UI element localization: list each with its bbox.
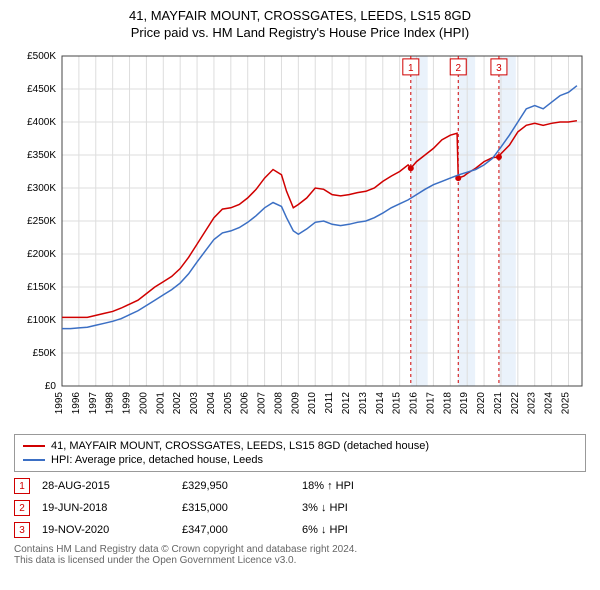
svg-text:2008: 2008 bbox=[273, 392, 284, 415]
svg-text:2017: 2017 bbox=[425, 392, 436, 415]
svg-text:2000: 2000 bbox=[138, 392, 149, 415]
svg-text:2015: 2015 bbox=[392, 392, 403, 415]
svg-text:2021: 2021 bbox=[493, 392, 504, 415]
svg-text:2012: 2012 bbox=[341, 392, 352, 415]
svg-text:£0: £0 bbox=[45, 381, 57, 392]
footer-line2: This data is licensed under the Open Gov… bbox=[14, 555, 586, 566]
svg-text:2020: 2020 bbox=[476, 392, 487, 415]
legend: 41, MAYFAIR MOUNT, CROSSGATES, LEEDS, LS… bbox=[14, 434, 586, 472]
svg-text:£200K: £200K bbox=[27, 249, 56, 260]
tx-delta-1: 18% ↑ HPI bbox=[302, 480, 442, 492]
chart-svg: £0 £50K £100K £150K £200K £250K £300K £350K £400… bbox=[10, 46, 590, 426]
legend-swatch-hpi bbox=[23, 459, 45, 461]
svg-text:2006: 2006 bbox=[240, 392, 251, 415]
svg-text:£450K: £450K bbox=[27, 84, 56, 95]
tx-price-1: £329,950 bbox=[182, 480, 302, 492]
tx-delta-3: 6% ↓ HPI bbox=[302, 524, 442, 536]
svg-text:£300K: £300K bbox=[27, 183, 56, 194]
tx-marker-1: 1 bbox=[14, 478, 30, 494]
svg-text:£350K: £350K bbox=[27, 150, 56, 161]
svg-text:1999: 1999 bbox=[122, 392, 133, 415]
svg-text:2025: 2025 bbox=[560, 392, 571, 415]
svg-text:£50K: £50K bbox=[33, 348, 57, 359]
svg-text:2018: 2018 bbox=[442, 392, 453, 415]
svg-text:2019: 2019 bbox=[459, 392, 470, 415]
tx-price-2: £315,000 bbox=[182, 502, 302, 514]
svg-text:£500K: £500K bbox=[27, 51, 56, 62]
legend-row-property: 41, MAYFAIR MOUNT, CROSSGATES, LEEDS, LS… bbox=[23, 439, 577, 453]
svg-text:2004: 2004 bbox=[206, 392, 217, 415]
svg-text:£100K: £100K bbox=[27, 315, 56, 326]
svg-text:1995: 1995 bbox=[54, 392, 65, 415]
svg-text:1998: 1998 bbox=[105, 392, 116, 415]
svg-text:£400K: £400K bbox=[27, 117, 56, 128]
svg-text:1: 1 bbox=[408, 63, 414, 74]
svg-text:2005: 2005 bbox=[223, 392, 234, 415]
svg-text:3: 3 bbox=[496, 63, 502, 74]
svg-text:£250K: £250K bbox=[27, 216, 56, 227]
svg-text:2014: 2014 bbox=[375, 392, 386, 415]
svg-text:2011: 2011 bbox=[324, 392, 335, 414]
svg-text:2013: 2013 bbox=[358, 392, 369, 415]
svg-text:2010: 2010 bbox=[307, 392, 318, 415]
svg-text:2022: 2022 bbox=[510, 392, 521, 415]
svg-text:2002: 2002 bbox=[172, 392, 183, 415]
svg-text:2: 2 bbox=[455, 63, 461, 74]
title-line1: 41, MAYFAIR MOUNT, CROSSGATES, LEEDS, LS… bbox=[10, 8, 590, 23]
tx-date-2: 19-JUN-2018 bbox=[42, 502, 182, 514]
tx-date-3: 19-NOV-2020 bbox=[42, 524, 182, 536]
svg-text:£150K: £150K bbox=[27, 282, 56, 293]
legend-label-hpi: HPI: Average price, detached house, Leed… bbox=[51, 454, 263, 466]
svg-text:2009: 2009 bbox=[290, 392, 301, 415]
footer: Contains HM Land Registry data © Crown c… bbox=[14, 544, 586, 566]
chart-title: 41, MAYFAIR MOUNT, CROSSGATES, LEEDS, LS… bbox=[10, 8, 590, 40]
svg-text:2003: 2003 bbox=[189, 392, 200, 415]
svg-text:2007: 2007 bbox=[257, 392, 268, 415]
footer-line1: Contains HM Land Registry data © Crown c… bbox=[14, 544, 586, 555]
svg-text:2024: 2024 bbox=[544, 392, 555, 415]
svg-text:2023: 2023 bbox=[527, 392, 538, 415]
svg-text:2001: 2001 bbox=[155, 392, 166, 415]
transactions-table: 1 28-AUG-2015 £329,950 18% ↑ HPI 2 19-JU… bbox=[14, 478, 586, 538]
legend-row-hpi: HPI: Average price, detached house, Leed… bbox=[23, 453, 577, 467]
tx-price-3: £347,000 bbox=[182, 524, 302, 536]
tx-delta-2: 3% ↓ HPI bbox=[302, 502, 442, 514]
legend-swatch-property bbox=[23, 445, 45, 447]
tx-date-1: 28-AUG-2015 bbox=[42, 480, 182, 492]
legend-label-property: 41, MAYFAIR MOUNT, CROSSGATES, LEEDS, LS… bbox=[51, 440, 429, 452]
svg-text:1997: 1997 bbox=[88, 392, 99, 415]
svg-text:1996: 1996 bbox=[71, 392, 82, 415]
tx-marker-3: 3 bbox=[14, 522, 30, 538]
svg-text:2016: 2016 bbox=[409, 392, 420, 415]
chart-area: £0 £50K £100K £150K £200K £250K £300K £350K £400… bbox=[10, 46, 590, 426]
title-line2: Price paid vs. HM Land Registry's House … bbox=[10, 25, 590, 40]
tx-marker-2: 2 bbox=[14, 500, 30, 516]
